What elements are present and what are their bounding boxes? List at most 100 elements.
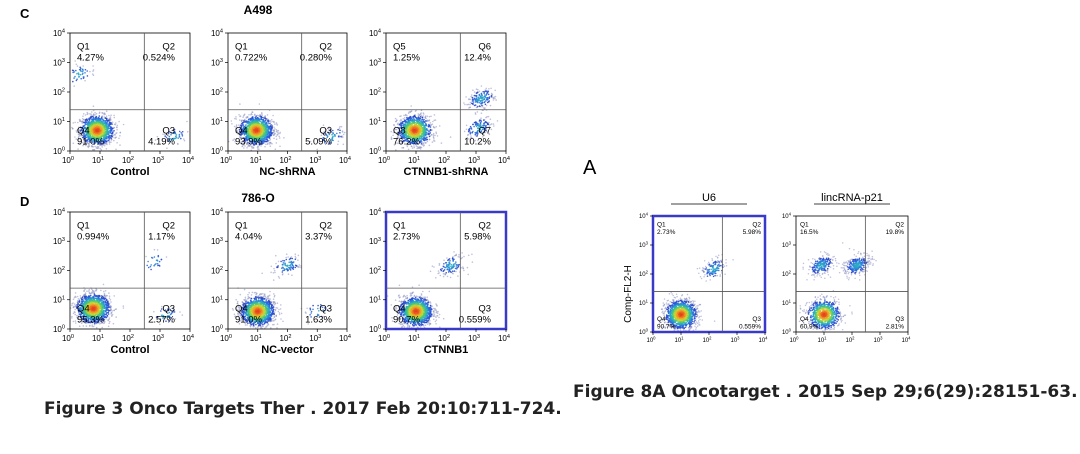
data-point [78,142,80,144]
data-point [266,114,269,116]
x-tick-label: 101 [408,156,420,165]
data-point [425,131,427,134]
data-point [82,141,84,144]
data-point [423,113,425,115]
data-point [480,85,483,87]
data-point [246,122,248,124]
data-point [98,111,101,114]
data-point [79,143,82,145]
data-point [92,65,94,67]
data-point [423,128,426,131]
data-point [488,88,490,90]
data-point [423,131,426,133]
data-point [97,136,99,138]
y-tick-exponent: 4 [62,29,65,35]
data-point [474,112,477,114]
data-point [230,120,233,122]
data-point [279,145,281,148]
data-point [485,116,487,119]
data-point [103,128,106,130]
data-point [92,125,94,128]
data-point [168,135,171,138]
data-point [264,145,266,148]
data-point [109,116,112,118]
data-point [472,103,474,105]
data-point [81,117,84,120]
data-point [103,141,106,144]
data-point [110,141,112,143]
data-point [483,101,486,103]
x-tick-label: 103 [309,156,321,165]
data-point [86,133,88,136]
data-point [491,94,494,96]
data-point [269,122,271,125]
data-point [278,135,281,138]
data-point [91,115,93,118]
data-point [261,113,263,115]
data-point [409,123,412,125]
data-point [423,136,426,139]
data-point [409,111,412,113]
data-point [273,137,275,140]
x-tick-label: 103 [468,156,480,165]
data-point [407,130,409,132]
data-point [268,120,270,122]
data-point [473,97,476,100]
data-point [100,122,102,124]
data-point [426,119,429,121]
data-point [83,139,85,142]
data-point [248,124,250,127]
data-point [106,133,109,135]
data-point [482,96,484,99]
data-point [268,136,271,138]
data-point [111,121,114,123]
data-point [269,139,272,141]
x-tick-exponent: 0 [387,156,390,162]
y-tick-label: 102 [369,88,381,97]
data-point [89,70,91,73]
data-point [400,123,403,125]
data-point [105,122,108,124]
data-point [96,147,98,149]
data-point [239,103,241,105]
data-point [433,140,435,142]
data-point [91,111,93,113]
data-point [412,127,415,130]
data-point [97,146,100,148]
data-point [261,138,264,141]
data-point [75,63,78,66]
data-point [91,129,94,132]
data-point [97,132,100,135]
data-point [433,126,436,129]
x-tick-label: 102 [122,156,134,165]
data-point [438,125,441,127]
data-point [170,138,173,140]
quadrant-name-lower-right: Q3 [319,126,332,137]
data-point [103,116,105,118]
data-point [261,133,264,136]
data-point [332,129,334,132]
data-point [88,130,90,133]
quadrant-percent-upper-left: 1.25% [393,52,420,63]
data-point [336,132,338,135]
data-point [78,126,80,128]
data-point [92,120,94,123]
y-tick-label: 102 [211,88,223,97]
data-point [106,131,109,134]
quadrant-name-upper-left: Q5 [393,42,406,53]
data-point [275,130,278,133]
x-tick-label: 104 [182,156,194,165]
data-point [101,146,103,148]
data-point [397,122,399,125]
data-point [430,123,432,126]
data-point [469,106,471,109]
y-tick-label: 104 [369,29,381,38]
scatter-panel-c3: 100100101101102102103103104104Q51.25%Q61… [369,29,510,178]
data-point [449,136,452,138]
data-point [270,118,273,121]
data-point [113,295,115,297]
data-point [407,126,410,129]
data-point [91,325,94,328]
data-point [94,145,96,148]
data-point [101,126,104,129]
